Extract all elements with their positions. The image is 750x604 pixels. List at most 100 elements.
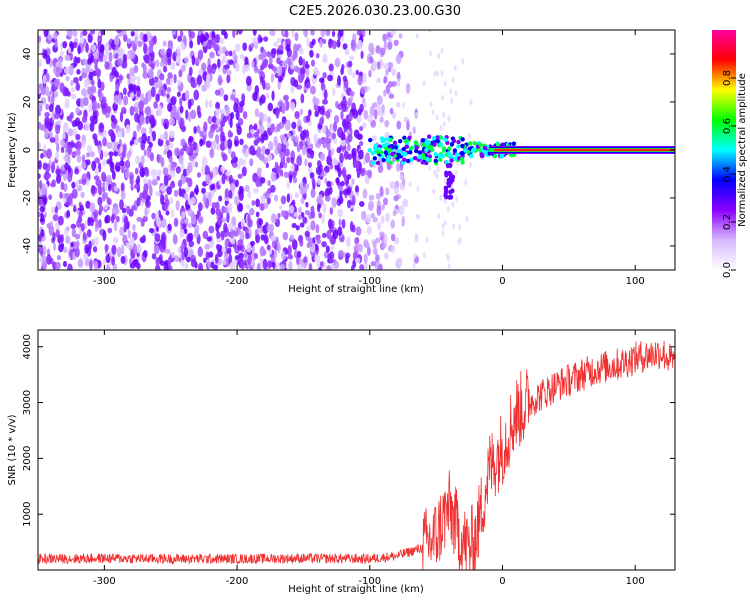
noise-cell — [308, 262, 313, 270]
signal-cell — [449, 158, 454, 163]
signal-cell — [428, 144, 434, 150]
noise-cell — [380, 215, 385, 224]
noise-cell — [75, 133, 81, 141]
noise-cell — [155, 191, 161, 197]
noise-cell — [93, 58, 99, 65]
noise-cell — [122, 34, 128, 42]
noise-cell — [42, 162, 48, 170]
noise-cell — [284, 119, 291, 131]
noise-cell — [241, 166, 247, 177]
noise-cell — [351, 147, 357, 157]
noise-cell — [328, 186, 333, 195]
noise-cell — [224, 50, 230, 57]
noise-cell — [461, 58, 465, 65]
noise-cell — [197, 216, 204, 223]
signal-cell — [469, 153, 474, 159]
noise-cell — [325, 135, 330, 145]
noise-cell — [66, 91, 71, 97]
signal-cell — [440, 153, 446, 158]
noise-cell — [355, 257, 361, 264]
noise-cell — [159, 133, 165, 141]
noise-cell — [249, 158, 254, 167]
signal-cell — [400, 151, 406, 157]
noise-cell — [349, 55, 355, 61]
noise-cell — [185, 186, 191, 192]
noise-cell — [266, 224, 273, 233]
noise-cell — [287, 254, 294, 260]
noise-cell — [469, 99, 473, 106]
noise-cell — [443, 219, 447, 226]
signal-cell — [460, 137, 465, 142]
noise-cell — [38, 141, 42, 151]
noise-cell — [184, 262, 189, 270]
noise-cell — [258, 124, 265, 135]
y-tick-label: -20 — [22, 190, 33, 206]
noise-cell — [324, 195, 331, 202]
noise-cell — [75, 82, 81, 91]
noise-cell — [286, 193, 290, 203]
signal-cell — [456, 139, 461, 145]
noise-cell — [165, 248, 171, 255]
signal-cell — [482, 145, 488, 151]
noise-cell — [317, 178, 322, 186]
noise-cell — [370, 260, 376, 267]
noise-cell — [126, 151, 131, 161]
noise-cell — [102, 137, 107, 147]
noise-cell — [39, 206, 45, 213]
noise-cell — [81, 178, 87, 186]
noise-cell — [368, 69, 372, 78]
noise-cell — [166, 48, 172, 58]
noise-cell — [51, 206, 56, 215]
noise-cell — [270, 255, 276, 264]
noise-cell — [148, 77, 155, 87]
noise-cell — [141, 133, 148, 144]
noise-cell — [55, 124, 61, 135]
noise-cell — [226, 69, 232, 76]
noise-cell — [170, 96, 177, 106]
noise-cell — [395, 101, 401, 108]
noise-cell — [108, 129, 115, 137]
noise-cell — [89, 151, 95, 158]
noise-cell — [134, 167, 139, 175]
noise-cell — [98, 204, 104, 212]
noise-cell — [259, 245, 265, 257]
noise-cell — [43, 49, 48, 58]
signal-cell — [407, 135, 412, 141]
noise-cell — [143, 149, 147, 157]
noise-cell — [395, 53, 402, 65]
noise-cell — [177, 246, 181, 254]
noise-cell — [293, 211, 299, 217]
noise-cell — [106, 264, 110, 270]
noise-cell — [337, 184, 344, 191]
noise-cell — [204, 98, 209, 109]
noise-cell — [288, 205, 295, 214]
noise-cell — [291, 135, 296, 142]
noise-cell — [193, 126, 197, 135]
noise-cell — [283, 94, 289, 102]
noise-cell — [62, 155, 69, 162]
noise-cell — [228, 222, 234, 230]
spectrogram-xlabel: Height of straight line (km) — [288, 284, 424, 295]
noise-cell — [165, 210, 170, 216]
noise-cell — [305, 60, 309, 69]
noise-cell — [51, 160, 56, 172]
noise-cell — [302, 58, 306, 68]
noise-cell — [226, 138, 233, 150]
noise-cell — [86, 229, 92, 238]
noise-cell — [270, 123, 276, 133]
noise-cell — [133, 183, 140, 190]
noise-cell — [388, 36, 393, 42]
noise-cell — [264, 148, 270, 155]
noise-cell — [150, 86, 156, 98]
noise-cell — [315, 166, 322, 176]
signal-cell — [392, 140, 398, 146]
noise-cell — [178, 69, 183, 78]
noise-cell — [137, 76, 141, 86]
noise-cell — [151, 253, 157, 260]
noise-cell — [297, 250, 302, 259]
noise-cell — [108, 51, 113, 63]
noise-cell — [297, 125, 303, 132]
noise-cell — [187, 232, 194, 242]
noise-cell — [53, 90, 59, 98]
noise-cell — [63, 197, 67, 204]
